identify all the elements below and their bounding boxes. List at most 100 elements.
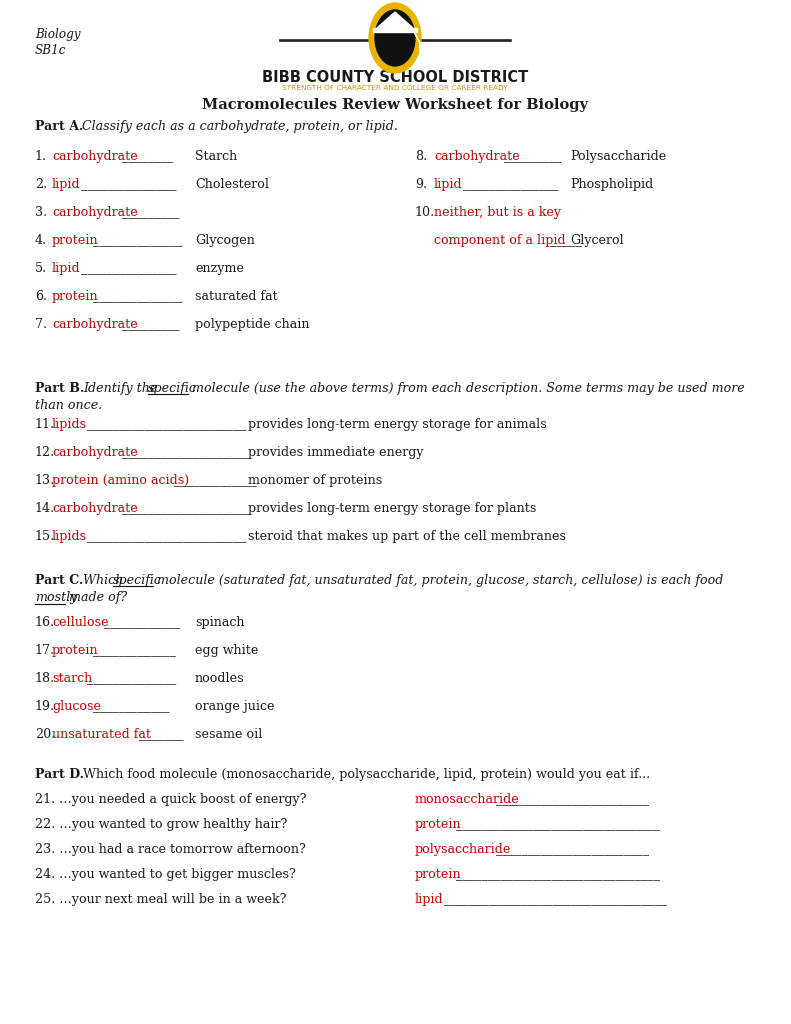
- Text: 3.: 3.: [35, 206, 47, 219]
- Text: steroid that makes up part of the cell membranes: steroid that makes up part of the cell m…: [248, 530, 566, 543]
- Text: lipid: lipid: [52, 178, 81, 191]
- Text: STRENGTH OF CHARACTER AND COLLEGE OR CAREER READY: STRENGTH OF CHARACTER AND COLLEGE OR CAR…: [282, 85, 508, 91]
- Text: protein: protein: [52, 644, 99, 657]
- Polygon shape: [373, 28, 417, 32]
- Text: _____________: _____________: [93, 644, 176, 657]
- Text: 7.: 7.: [35, 318, 47, 331]
- Text: enzyme: enzyme: [195, 262, 244, 275]
- Text: _______________: _______________: [81, 262, 176, 275]
- Text: _______: _______: [139, 728, 184, 741]
- Text: Starch: Starch: [195, 150, 237, 163]
- Text: 15.: 15.: [35, 530, 55, 543]
- Text: _________: _________: [504, 150, 561, 163]
- Text: specific: specific: [113, 574, 162, 587]
- Text: 22. …you wanted to grow healthy hair?: 22. …you wanted to grow healthy hair?: [35, 818, 287, 831]
- Text: Identify the: Identify the: [83, 382, 161, 395]
- Text: ____________: ____________: [104, 616, 180, 629]
- Text: ______________: ______________: [87, 672, 176, 685]
- Text: 25. …your next meal will be in a week?: 25. …your next meal will be in a week?: [35, 893, 286, 906]
- Text: 14.: 14.: [35, 502, 55, 515]
- Text: ________________________________: ________________________________: [456, 818, 660, 831]
- Text: protein: protein: [52, 290, 99, 303]
- Text: 12.: 12.: [35, 446, 55, 459]
- Text: Macromolecules Review Worksheet for Biology: Macromolecules Review Worksheet for Biol…: [202, 98, 588, 112]
- Text: ________________________________: ________________________________: [456, 868, 660, 881]
- Text: 16.: 16.: [35, 616, 55, 629]
- Text: unsaturated fat: unsaturated fat: [52, 728, 151, 741]
- Text: 18.: 18.: [35, 672, 55, 685]
- Text: Which food molecule (monosaccharide, polysaccharide, lipid, protein) would you e: Which food molecule (monosaccharide, pol…: [83, 768, 650, 781]
- Text: 19.: 19.: [35, 700, 55, 713]
- Text: _________: _________: [122, 206, 179, 219]
- Text: ________________________: ________________________: [496, 793, 649, 806]
- Text: BIBB COUNTY SCHOOL DISTRICT: BIBB COUNTY SCHOOL DISTRICT: [262, 70, 528, 85]
- Text: spinach: spinach: [195, 616, 244, 629]
- Text: ______________: ______________: [93, 290, 182, 303]
- Text: provides long-term energy storage for plants: provides long-term energy storage for pl…: [248, 502, 536, 515]
- Text: 5.: 5.: [35, 262, 47, 275]
- Text: 2.: 2.: [35, 178, 47, 191]
- Text: Polysaccharide: Polysaccharide: [570, 150, 666, 163]
- Text: SB1c: SB1c: [35, 44, 66, 57]
- Text: carbohydrate: carbohydrate: [52, 446, 138, 459]
- Text: 1.: 1.: [35, 150, 47, 163]
- Text: carbohydrate: carbohydrate: [52, 150, 138, 163]
- Text: 4.: 4.: [35, 234, 47, 247]
- Text: _____________: _____________: [174, 474, 256, 487]
- Text: glucose: glucose: [52, 700, 101, 713]
- Text: ________: ________: [122, 150, 172, 163]
- Text: than once.: than once.: [35, 399, 102, 412]
- Text: carbohydrate: carbohydrate: [52, 318, 138, 331]
- Text: molecule (use the above terms) from each description. Some terms may be used mor: molecule (use the above terms) from each…: [188, 382, 745, 395]
- Text: lipid: lipid: [52, 262, 81, 275]
- Text: carbohydrate: carbohydrate: [52, 206, 138, 219]
- Text: Phospholipid: Phospholipid: [570, 178, 653, 191]
- Text: ___________________________________: ___________________________________: [444, 893, 667, 906]
- Text: 21. …you needed a quick boost of energy?: 21. …you needed a quick boost of energy?: [35, 793, 306, 806]
- Text: ____________________: ____________________: [122, 502, 249, 515]
- Text: protein: protein: [415, 818, 462, 831]
- Text: _________: _________: [122, 318, 179, 331]
- Text: molecule (saturated fat, unsaturated fat, protein, glucose, starch, cellulose) i: molecule (saturated fat, unsaturated fat…: [153, 574, 724, 587]
- Text: 6.: 6.: [35, 290, 47, 303]
- Text: 20.: 20.: [35, 728, 55, 741]
- Text: ________________________: ________________________: [496, 843, 649, 856]
- Text: carbohydrate: carbohydrate: [434, 150, 520, 163]
- Text: Biology: Biology: [35, 28, 81, 41]
- Text: 23. …you had a race tomorrow afternoon?: 23. …you had a race tomorrow afternoon?: [35, 843, 306, 856]
- Text: orange juice: orange juice: [195, 700, 274, 713]
- Text: ____________________: ____________________: [122, 446, 249, 459]
- Polygon shape: [377, 12, 413, 28]
- Text: _______________: _______________: [463, 178, 558, 191]
- Text: _______________: _______________: [81, 178, 176, 191]
- Text: 9.: 9.: [415, 178, 427, 191]
- Text: neither, but is a key: neither, but is a key: [434, 206, 561, 219]
- Text: 17.: 17.: [35, 644, 55, 657]
- Text: _________________________: _________________________: [87, 530, 246, 543]
- Text: Part C.: Part C.: [35, 574, 83, 587]
- Text: _____: _____: [550, 234, 582, 247]
- Text: component of a lipid: component of a lipid: [434, 234, 566, 247]
- Ellipse shape: [375, 10, 415, 66]
- Text: Which: Which: [83, 574, 127, 587]
- Text: lipid: lipid: [415, 893, 444, 906]
- Text: monosaccharide: monosaccharide: [415, 793, 520, 806]
- Text: 24. …you wanted to get bigger muscles?: 24. …you wanted to get bigger muscles?: [35, 868, 296, 881]
- Text: protein (amino acids): protein (amino acids): [52, 474, 189, 487]
- Text: carbohydrate: carbohydrate: [52, 502, 138, 515]
- Text: made of?: made of?: [65, 591, 127, 604]
- Text: 13.: 13.: [35, 474, 55, 487]
- Text: Glycogen: Glycogen: [195, 234, 255, 247]
- Text: protein: protein: [52, 234, 99, 247]
- Text: provides immediate energy: provides immediate energy: [248, 446, 423, 459]
- Text: _________________________: _________________________: [87, 418, 246, 431]
- Text: noodles: noodles: [195, 672, 244, 685]
- Text: Glycerol: Glycerol: [570, 234, 624, 247]
- Text: sesame oil: sesame oil: [195, 728, 263, 741]
- Text: ____________: ____________: [93, 700, 169, 713]
- Text: Part A.: Part A.: [35, 120, 83, 133]
- Text: 10.: 10.: [415, 206, 435, 219]
- Text: specific: specific: [148, 382, 197, 395]
- Text: Cholesterol: Cholesterol: [195, 178, 269, 191]
- Text: Part D.: Part D.: [35, 768, 84, 781]
